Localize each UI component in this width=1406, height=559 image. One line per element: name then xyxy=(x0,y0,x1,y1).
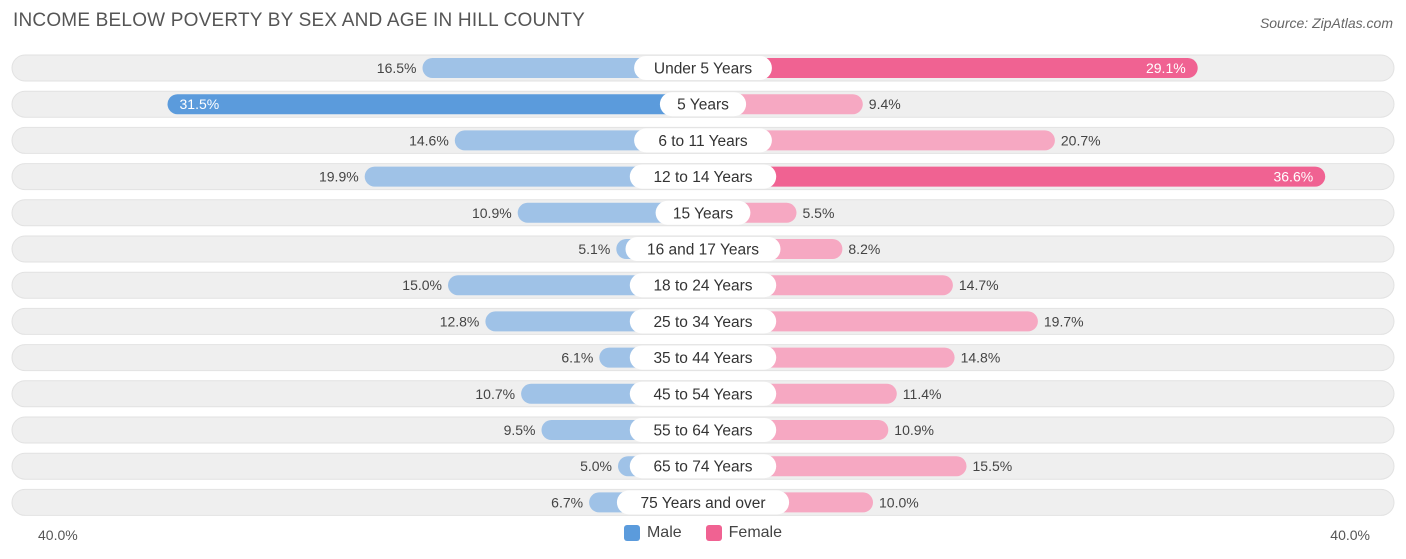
category-label: 65 to 74 Years xyxy=(653,459,752,476)
male-value-label: 10.7% xyxy=(475,386,515,402)
female-value-label: 29.1% xyxy=(1146,60,1186,76)
female-value-label: 14.8% xyxy=(961,350,1001,366)
female-value-label: 36.6% xyxy=(1273,169,1313,185)
category-pill xyxy=(655,200,751,225)
female-bar xyxy=(703,130,1055,151)
category-label: 6 to 11 Years xyxy=(658,133,748,150)
male-bar xyxy=(364,166,703,187)
female-value-label: 19.7% xyxy=(1044,313,1084,329)
category-pill xyxy=(616,490,790,515)
category-label: 45 to 54 Years xyxy=(653,386,752,403)
category-pill xyxy=(634,128,772,153)
female-bar xyxy=(703,311,1038,332)
category-label: 15 Years xyxy=(673,205,734,222)
bar-chart: 16.5% 29.1% Under 5 Years 31.5% 9.4% 5 Years 1… xyxy=(11,54,1395,516)
female-value-label: 9.4% xyxy=(869,96,901,112)
axis-left-label: 40.0% xyxy=(38,527,78,543)
male-value-label: 15.0% xyxy=(402,277,442,293)
category-pill xyxy=(625,237,781,261)
legend-item-male[interactable]: Male xyxy=(623,524,682,542)
legend-swatch-female xyxy=(705,525,722,541)
male-value-label: 5.0% xyxy=(580,458,612,474)
male-bar xyxy=(167,94,703,115)
male-value-label: 14.6% xyxy=(409,132,449,148)
category-label: Under 5 Years xyxy=(654,61,752,78)
category-pill xyxy=(629,164,777,189)
category-label: 5 Years xyxy=(677,97,729,114)
category-pill xyxy=(629,418,777,442)
category-pill xyxy=(629,273,777,298)
male-value-label: 19.9% xyxy=(319,169,359,185)
male-value-label: 9.5% xyxy=(504,422,536,438)
category-label: 75 Years and over xyxy=(641,495,766,512)
male-bar xyxy=(422,58,703,78)
category-pill xyxy=(634,56,772,80)
female-value-label: 15.5% xyxy=(973,458,1013,474)
legend-label-female: Female xyxy=(728,524,783,541)
category-pill xyxy=(629,309,777,334)
female-value-label: 10.9% xyxy=(894,422,934,438)
category-pill xyxy=(629,381,777,406)
legend-swatch-male xyxy=(623,525,640,541)
legend: Male Female xyxy=(0,524,1406,542)
male-bar xyxy=(517,202,703,223)
category-pill xyxy=(629,454,777,479)
axis-right-label: 40.0% xyxy=(1330,527,1370,543)
category-pill xyxy=(659,92,747,117)
category-label: 12 to 14 Years xyxy=(653,169,752,186)
male-value-label: 16.5% xyxy=(377,60,417,76)
male-value-label: 5.1% xyxy=(578,241,610,257)
category-label: 18 to 24 Years xyxy=(653,278,752,295)
female-bar xyxy=(703,58,1198,78)
category-label: 25 to 34 Years xyxy=(653,314,752,331)
male-value-label: 6.1% xyxy=(561,350,593,366)
female-value-label: 14.7% xyxy=(959,277,999,293)
female-value-label: 11.4% xyxy=(903,386,942,402)
female-value-label: 10.0% xyxy=(879,494,919,510)
category-label: 16 and 17 Years xyxy=(647,242,759,259)
chart-title: INCOME BELOW POVERTY BY SEX AND AGE IN H… xyxy=(13,10,586,31)
female-bar xyxy=(703,166,1326,187)
category-label: 35 to 44 Years xyxy=(653,350,752,367)
male-value-label: 10.9% xyxy=(472,205,512,221)
legend-label-male: Male xyxy=(646,524,682,541)
female-value-label: 8.2% xyxy=(848,241,880,257)
female-value-label: 20.7% xyxy=(1061,132,1101,148)
male-value-label: 6.7% xyxy=(551,494,583,510)
female-value-label: 5.5% xyxy=(803,205,835,221)
category-pill xyxy=(629,345,777,370)
male-value-label: 31.5% xyxy=(180,96,220,112)
male-value-label: 12.8% xyxy=(440,313,480,329)
category-label: 55 to 64 Years xyxy=(653,423,752,440)
legend-item-female[interactable]: Female xyxy=(705,524,783,542)
source-label: Source: ZipAtlas.com xyxy=(1259,15,1393,31)
